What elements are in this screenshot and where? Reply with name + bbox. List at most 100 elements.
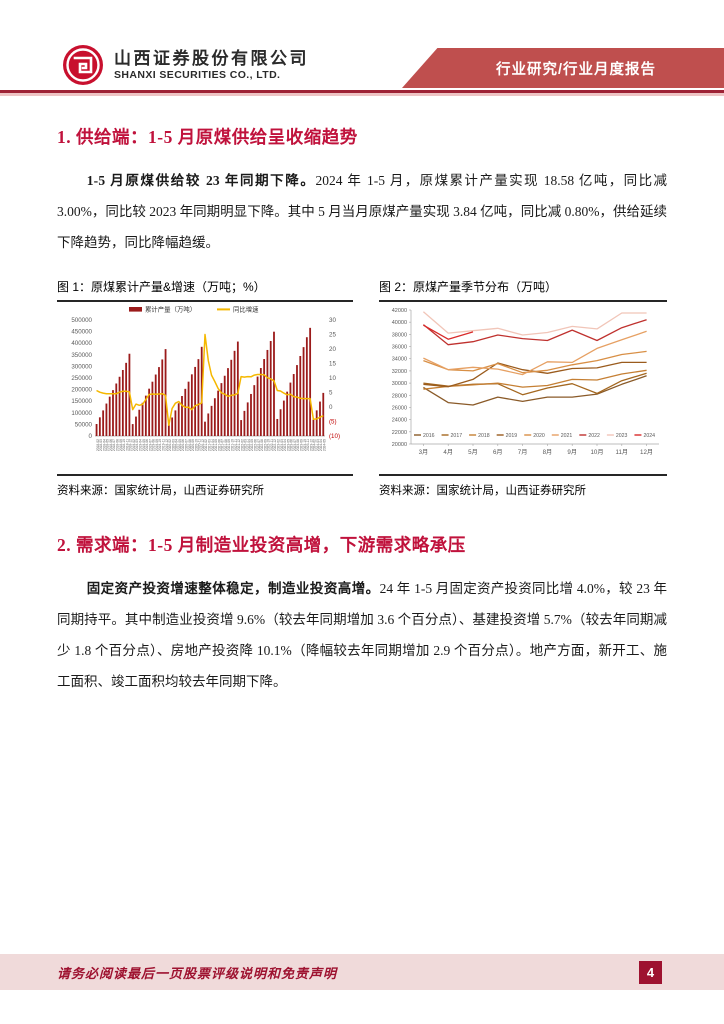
report-type-label: 行业研究/行业月度报告 [495,61,657,78]
svg-text:2022-09: 2022-09 [263,439,267,451]
section2-paragraph: 固定资产投资增速整体稳定，制造业投资高增。24 年 1-5 月固定资产投资同比增… [57,573,667,697]
section1-paragraph-body: 2024 年 1-5 月，原煤累计产量实现 18.58 亿吨，同比减 3.00%… [57,173,668,251]
svg-text:2024-05: 2024-05 [323,439,327,451]
svg-text:2022-05: 2022-05 [250,439,254,451]
footer-disclaimer: 请务必阅读最后一页股票评级说明和免责声明 [57,965,338,981]
company-name-en: SHANXI SECURITIES CO., LTD. [114,68,281,81]
svg-text:100000: 100000 [71,410,92,417]
figure-2: 图 2：原煤产量季节分布（万吨） 20000 22000 24000 26000 280… [379,278,667,498]
svg-text:2020: 2020 [533,433,545,439]
section1-heading: 1. 供给端：1-5 月原煤供给呈收缩趋势 [57,127,358,147]
svg-text:2023-08: 2023-08 [296,439,300,451]
svg-text:2022-10: 2022-10 [267,439,271,451]
svg-text:250000: 250000 [71,375,92,382]
svg-text:2021: 2021 [561,433,573,439]
svg-text:(10): (10) [329,433,340,440]
svg-text:2018-09: 2018-09 [119,439,123,451]
svg-text:2023-03: 2023-03 [280,439,284,451]
svg-text:34000: 34000 [392,357,407,363]
svg-text:2018-02: 2018-02 [96,439,100,451]
company-name-cn: 山西证券股份有限公司 [114,49,309,69]
svg-text:300000: 300000 [71,364,92,371]
svg-text:2020-03: 2020-03 [171,439,175,451]
svg-text:32000: 32000 [392,369,407,375]
svg-text:2021-07: 2021-07 [221,439,225,451]
svg-text:2021-05: 2021-05 [214,439,218,451]
figure-2-source: 资料来源：国家统计局，山西证券研究所 [379,474,667,498]
svg-text:同比增速: 同比增速 [233,305,259,314]
section2-paragraph-body: 24 年 1-5 月固定资产投资同比增 4.0%，较 23 年同期持平。其中制造… [57,581,667,690]
svg-text:2023-07: 2023-07 [293,439,297,451]
svg-text:4月: 4月 [443,449,453,456]
svg-text:2022-07: 2022-07 [257,439,261,451]
svg-text:2018-08: 2018-08 [116,439,120,451]
svg-text:2018-03: 2018-03 [99,439,103,451]
svg-text:2023-12: 2023-12 [309,439,313,451]
svg-text:10月: 10月 [590,449,603,456]
svg-text:2019-02: 2019-02 [132,439,136,451]
svg-text:22000: 22000 [392,430,407,436]
svg-text:2023: 2023 [616,433,628,439]
svg-text:2019: 2019 [506,433,518,439]
svg-text:2022: 2022 [588,433,600,439]
svg-text:累计产量（万吨）: 累计产量（万吨） [145,305,196,314]
svg-text:150000: 150000 [71,398,92,405]
svg-text:2020-09: 2020-09 [191,439,195,451]
company-logo: 山西证券股份有限公司 SHANXI SECURITIES CO., LTD. [62,44,309,86]
company-logo-icon [63,45,103,85]
svg-text:2022-08: 2022-08 [260,439,264,451]
figure-1-chart: 0 50000 100000 150000 200000 250000 300000 3500… [57,302,353,475]
svg-text:5月: 5月 [468,449,478,456]
svg-text:2023-04: 2023-04 [283,439,287,451]
svg-text:2024-04: 2024-04 [319,439,323,451]
svg-text:2018-07: 2018-07 [112,439,116,451]
svg-text:2018-04: 2018-04 [102,439,106,451]
svg-text:2023-06: 2023-06 [290,439,294,451]
svg-text:24000: 24000 [392,418,407,424]
svg-text:2024: 2024 [643,433,655,439]
svg-text:12月: 12月 [640,449,653,456]
svg-text:2023-02: 2023-02 [277,439,281,451]
header-divider-dark [0,90,724,93]
svg-text:2018-06: 2018-06 [109,439,113,451]
svg-text:400000: 400000 [71,340,92,347]
svg-text:7月: 7月 [518,449,528,456]
svg-text:30000: 30000 [392,381,407,387]
svg-text:2021-08: 2021-08 [224,439,228,451]
svg-text:2021-02: 2021-02 [204,439,208,451]
svg-text:500000: 500000 [71,317,92,324]
svg-text:2023-11: 2023-11 [306,439,310,451]
svg-text:0: 0 [89,433,93,440]
svg-text:2018-11: 2018-11 [125,439,129,451]
svg-text:2017: 2017 [451,433,463,439]
svg-text:2020-10: 2020-10 [194,439,198,451]
svg-text:8月: 8月 [543,449,553,456]
svg-text:30: 30 [329,317,336,324]
svg-text:2020-11: 2020-11 [198,439,202,451]
svg-text:2021-12: 2021-12 [237,439,241,451]
svg-text:5: 5 [329,390,333,397]
svg-text:25: 25 [329,332,336,339]
company-name: 山西证券股份有限公司 SHANXI SECURITIES CO., LTD. [114,49,309,81]
svg-text:2020-05: 2020-05 [178,439,182,451]
svg-text:2023-05: 2023-05 [286,439,290,451]
svg-text:2019-04: 2019-04 [139,439,143,451]
svg-text:2022-06: 2022-06 [254,439,258,451]
svg-text:2019-11: 2019-11 [162,439,166,451]
svg-text:11月: 11月 [615,449,628,456]
main-content: 1. 供给端：1-5 月原煤供给呈收缩趋势 1-5 月原煤供给较 23 年同期下… [0,96,724,697]
svg-text:2016: 2016 [423,433,435,439]
svg-text:2022-02: 2022-02 [240,439,244,451]
svg-text:2020-08: 2020-08 [188,439,192,451]
svg-text:36000: 36000 [392,345,407,351]
svg-text:2021-03: 2021-03 [208,439,212,451]
svg-text:2020-04: 2020-04 [175,439,179,451]
svg-text:2020-12: 2020-12 [201,439,205,451]
svg-text:0: 0 [329,404,333,411]
svg-text:2019-12: 2019-12 [165,439,169,451]
svg-text:2021-10: 2021-10 [231,439,235,451]
svg-text:2018: 2018 [478,433,490,439]
svg-text:2023-10: 2023-10 [303,439,307,451]
svg-text:2022-03: 2022-03 [244,439,248,451]
